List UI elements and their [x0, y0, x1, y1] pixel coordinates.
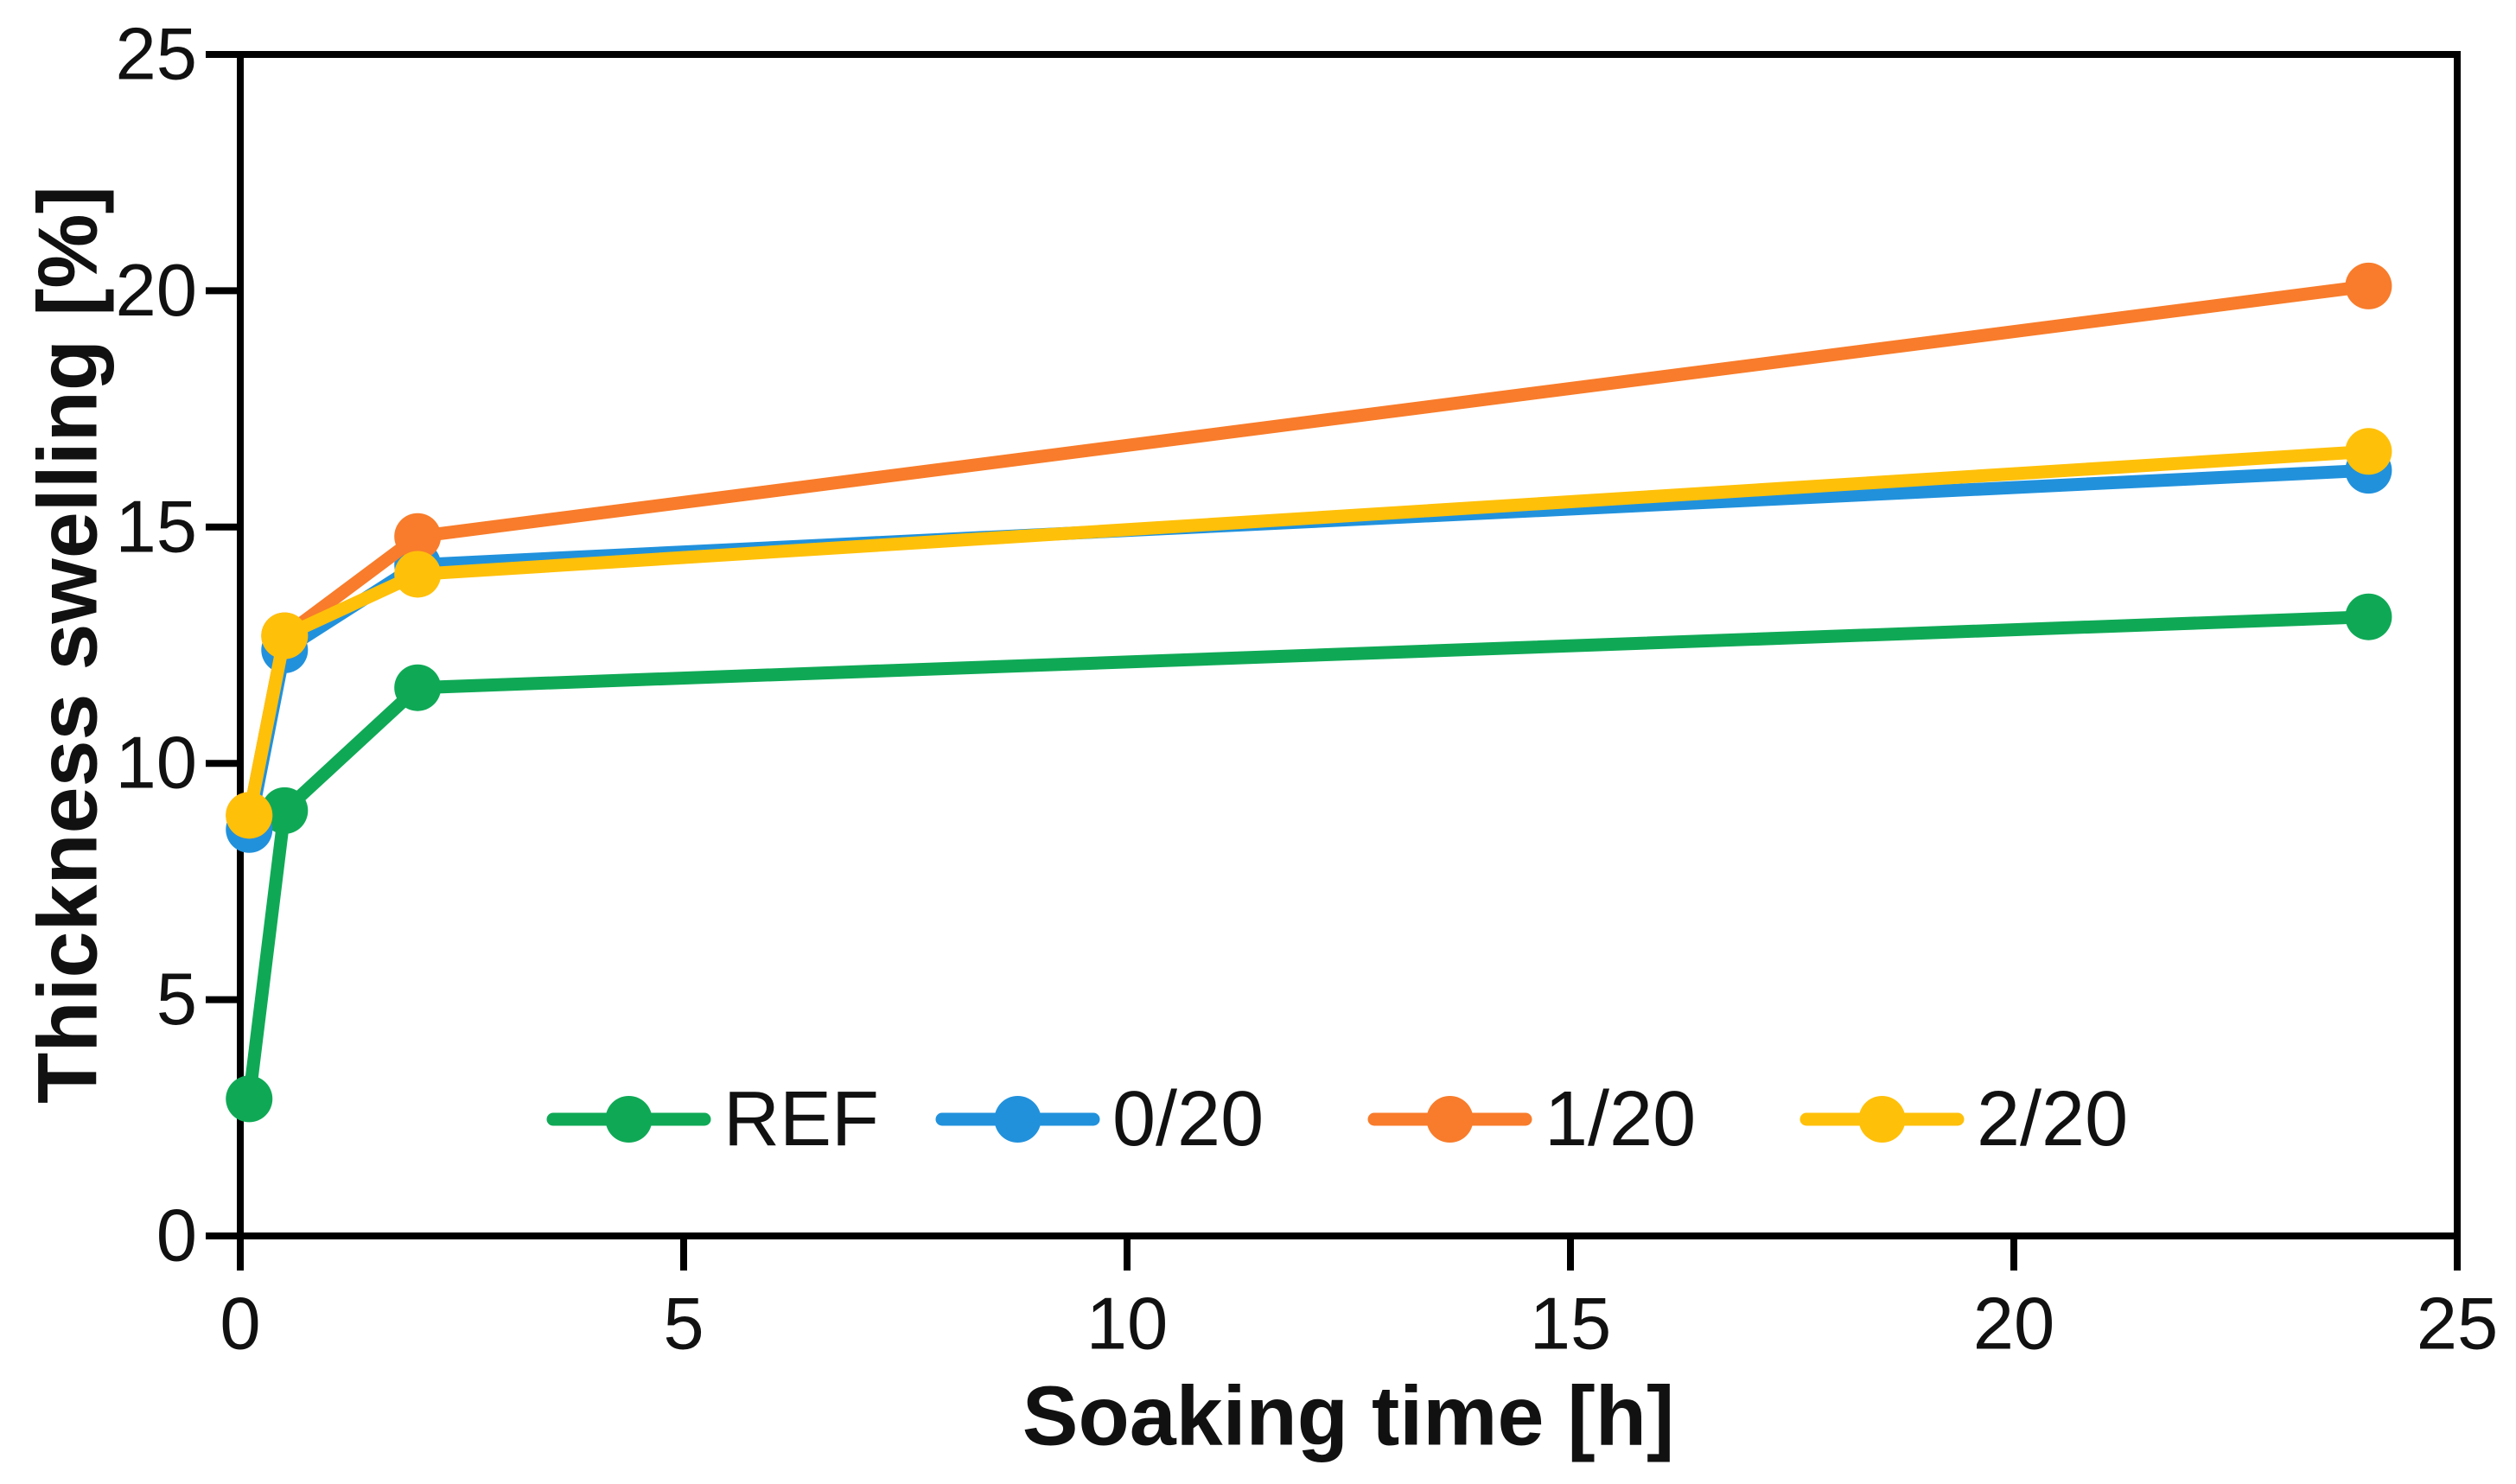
legend-marker-REF	[605, 1096, 653, 1143]
data-point-1/20	[394, 513, 442, 560]
data-point-2/20	[226, 792, 273, 839]
legend-label-0/20: 0/20	[1112, 1076, 1264, 1162]
data-point-REF	[226, 1075, 273, 1123]
axes: 0 5 10 15 20 25 0 5 10 15 20 25	[115, 14, 2498, 1366]
legend-marker-2/20	[1858, 1096, 1906, 1143]
data-point-REF	[261, 787, 309, 834]
data-point-REF	[2345, 593, 2392, 640]
y-tick-label: 0	[156, 1195, 197, 1277]
y-axis-title: Thickness swelling [%]	[21, 186, 115, 1104]
series-REF	[226, 593, 2392, 1123]
plot-border	[237, 51, 2461, 1239]
legend-marker-0/20	[994, 1096, 1041, 1143]
legend-label-2/20: 2/20	[1977, 1076, 2128, 1162]
data-point-2/20	[2345, 428, 2392, 475]
y-tick-label: 10	[115, 723, 197, 805]
data-point-2/20	[261, 612, 309, 659]
data-point-1/20	[2345, 262, 2392, 309]
y-tick-label: 15	[115, 486, 197, 568]
series-2/20	[226, 428, 2392, 839]
x-tick-label: 15	[1530, 1283, 1612, 1366]
series-line-1/20	[242, 279, 2375, 822]
legend-label-1/20: 1/20	[1545, 1076, 1696, 1162]
x-tick-label: 25	[2417, 1283, 2499, 1366]
legend-item-REF: REF	[546, 1076, 879, 1162]
series-line-REF	[242, 610, 2375, 1105]
legend: REF 0/20 1/20 2/20	[546, 1076, 2128, 1162]
y-tick-label: 20	[115, 250, 197, 332]
legend-item-2/20: 2/20	[1799, 1076, 2128, 1162]
series-line-2/20	[242, 444, 2375, 822]
legend-marker-1/20	[1426, 1096, 1474, 1143]
x-tick-label: 0	[220, 1283, 260, 1366]
legend-item-0/20: 0/20	[935, 1076, 1264, 1162]
series-1/20	[226, 262, 2392, 839]
series-layer	[226, 262, 2392, 1123]
data-point-2/20	[394, 551, 442, 598]
y-tick-label: 5	[156, 959, 197, 1041]
data-point-REF	[394, 664, 442, 711]
legend-item-1/20: 1/20	[1367, 1076, 1696, 1162]
y-tick-label: 25	[115, 14, 197, 96]
x-axis-title: Soaking time [h]	[1022, 1369, 1675, 1463]
legend-label-REF: REF	[723, 1076, 879, 1162]
x-tick-label: 10	[1086, 1283, 1169, 1366]
x-tick-label: 5	[663, 1283, 704, 1366]
x-tick-label: 20	[1973, 1283, 2055, 1366]
